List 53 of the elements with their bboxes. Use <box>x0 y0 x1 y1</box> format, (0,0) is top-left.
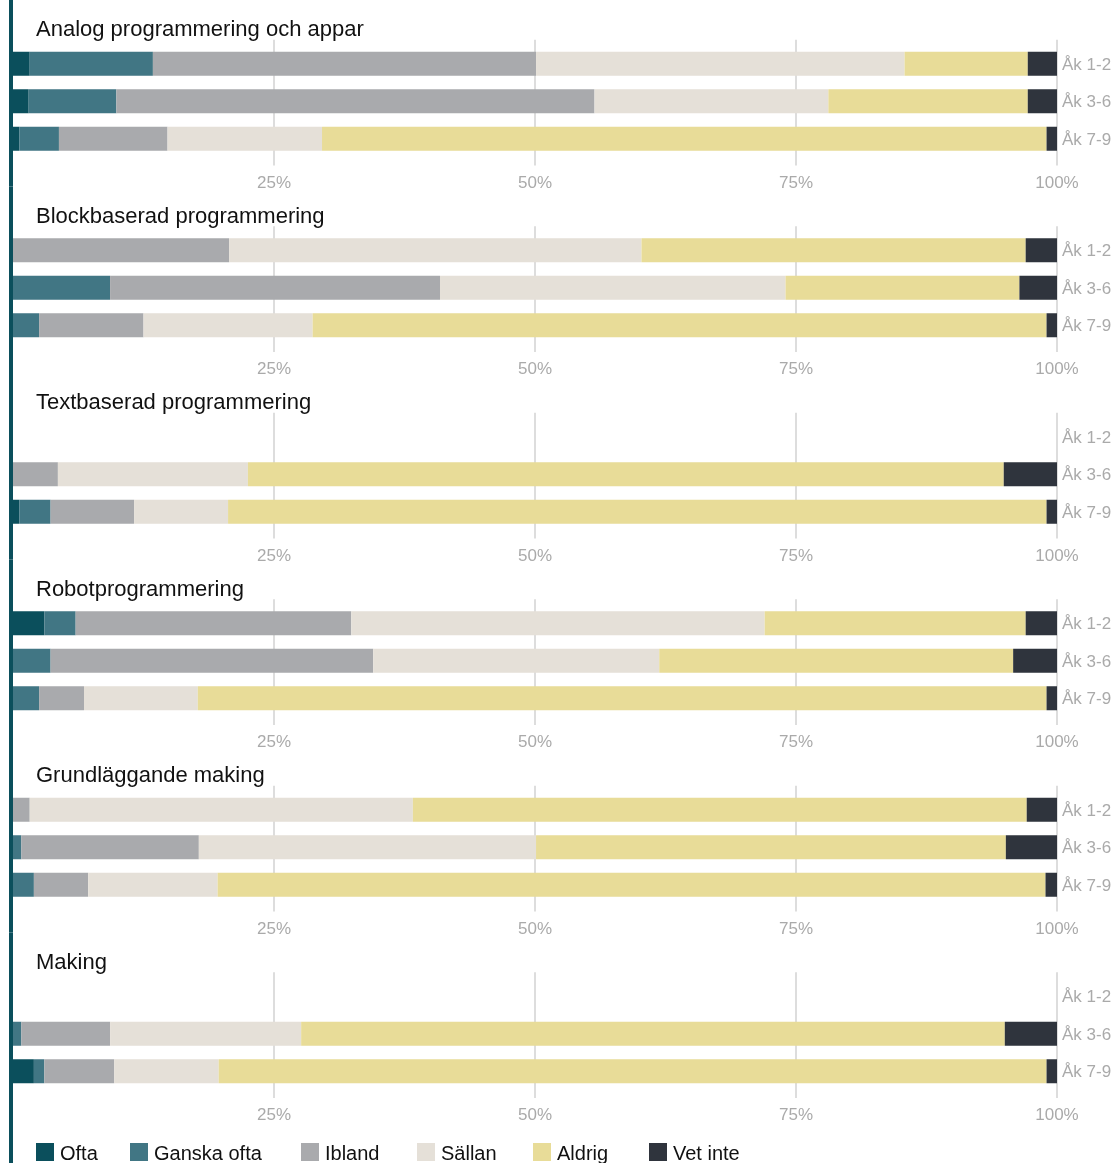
chart-title: Analog programmering och appar <box>36 16 364 41</box>
x-tick-label: 75% <box>778 172 814 192</box>
x-tick-label: 50% <box>517 1105 553 1124</box>
x-tick-label: 50% <box>517 732 553 751</box>
x-tick-label: 50% <box>517 172 553 192</box>
y-tick-label: Åk 3-6 <box>1062 1024 1112 1044</box>
chart-title: Blockbaserad programmering <box>36 202 325 228</box>
y-tick-label: Åk 3-6 <box>1062 651 1112 671</box>
y-tick-label: Åk 1-2 <box>1062 614 1112 634</box>
chart-title: Robotprogrammering <box>36 575 244 601</box>
x-tick-label: 100% <box>1035 732 1079 751</box>
x-tick-label: 50% <box>517 545 553 565</box>
x-tick-label: 75% <box>778 1105 814 1124</box>
x-tick-label: 75% <box>778 732 814 751</box>
x-tick-label: 100% <box>1035 1105 1079 1124</box>
x-tick-label: 100% <box>1035 172 1079 192</box>
y-tick-label: Åk 7-9 <box>1062 689 1112 709</box>
x-tick-label: 50% <box>517 918 553 938</box>
x-tick-label: 100% <box>1035 545 1079 565</box>
x-tick-label: 100% <box>1035 918 1079 938</box>
y-tick-label: Åk 1-2 <box>1062 427 1112 447</box>
x-tick-label: 25% <box>256 1105 292 1124</box>
y-tick-label: Åk 3-6 <box>1062 465 1112 485</box>
legend-label: Ganska ofta <box>154 1142 263 1163</box>
y-tick-label: Åk 3-6 <box>1062 278 1112 298</box>
chart-title: Textbaserad programmering <box>36 389 312 414</box>
y-tick-label: Åk 1-2 <box>1062 800 1112 820</box>
x-tick-label: 50% <box>517 359 553 378</box>
x-tick-label: 25% <box>256 545 292 565</box>
legend-label: Vet inte <box>673 1142 740 1163</box>
y-tick-label: Åk 1-2 <box>1062 54 1112 74</box>
chart-title: Making <box>36 948 107 974</box>
legend-label: Sällan <box>441 1142 497 1163</box>
legend-label: Ibland <box>325 1142 380 1163</box>
chart-title: Grundläggande making <box>36 762 265 787</box>
x-tick-label: 25% <box>256 918 292 938</box>
x-tick-label: 25% <box>256 732 292 751</box>
y-tick-label: Åk 7-9 <box>1062 1062 1112 1082</box>
y-tick-label: Åk 3-6 <box>1062 838 1112 858</box>
y-tick-label: Åk 7-9 <box>1062 316 1112 336</box>
y-tick-label: Åk 7-9 <box>1062 129 1112 149</box>
x-tick-label: 75% <box>778 359 814 378</box>
y-tick-label: Åk 1-2 <box>1062 987 1112 1007</box>
x-tick-label: 100% <box>1035 359 1079 378</box>
x-tick-label: 25% <box>256 359 292 378</box>
x-tick-label: 25% <box>256 172 292 192</box>
y-tick-label: Åk 7-9 <box>1062 502 1112 522</box>
x-tick-label: 75% <box>778 918 814 938</box>
x-tick-label: 75% <box>778 545 814 565</box>
y-tick-label: Åk 7-9 <box>1062 875 1112 895</box>
y-tick-label: Åk 3-6 <box>1062 92 1112 112</box>
legend-label: Ofta <box>60 1142 99 1163</box>
y-tick-label: Åk 1-2 <box>1062 241 1112 261</box>
